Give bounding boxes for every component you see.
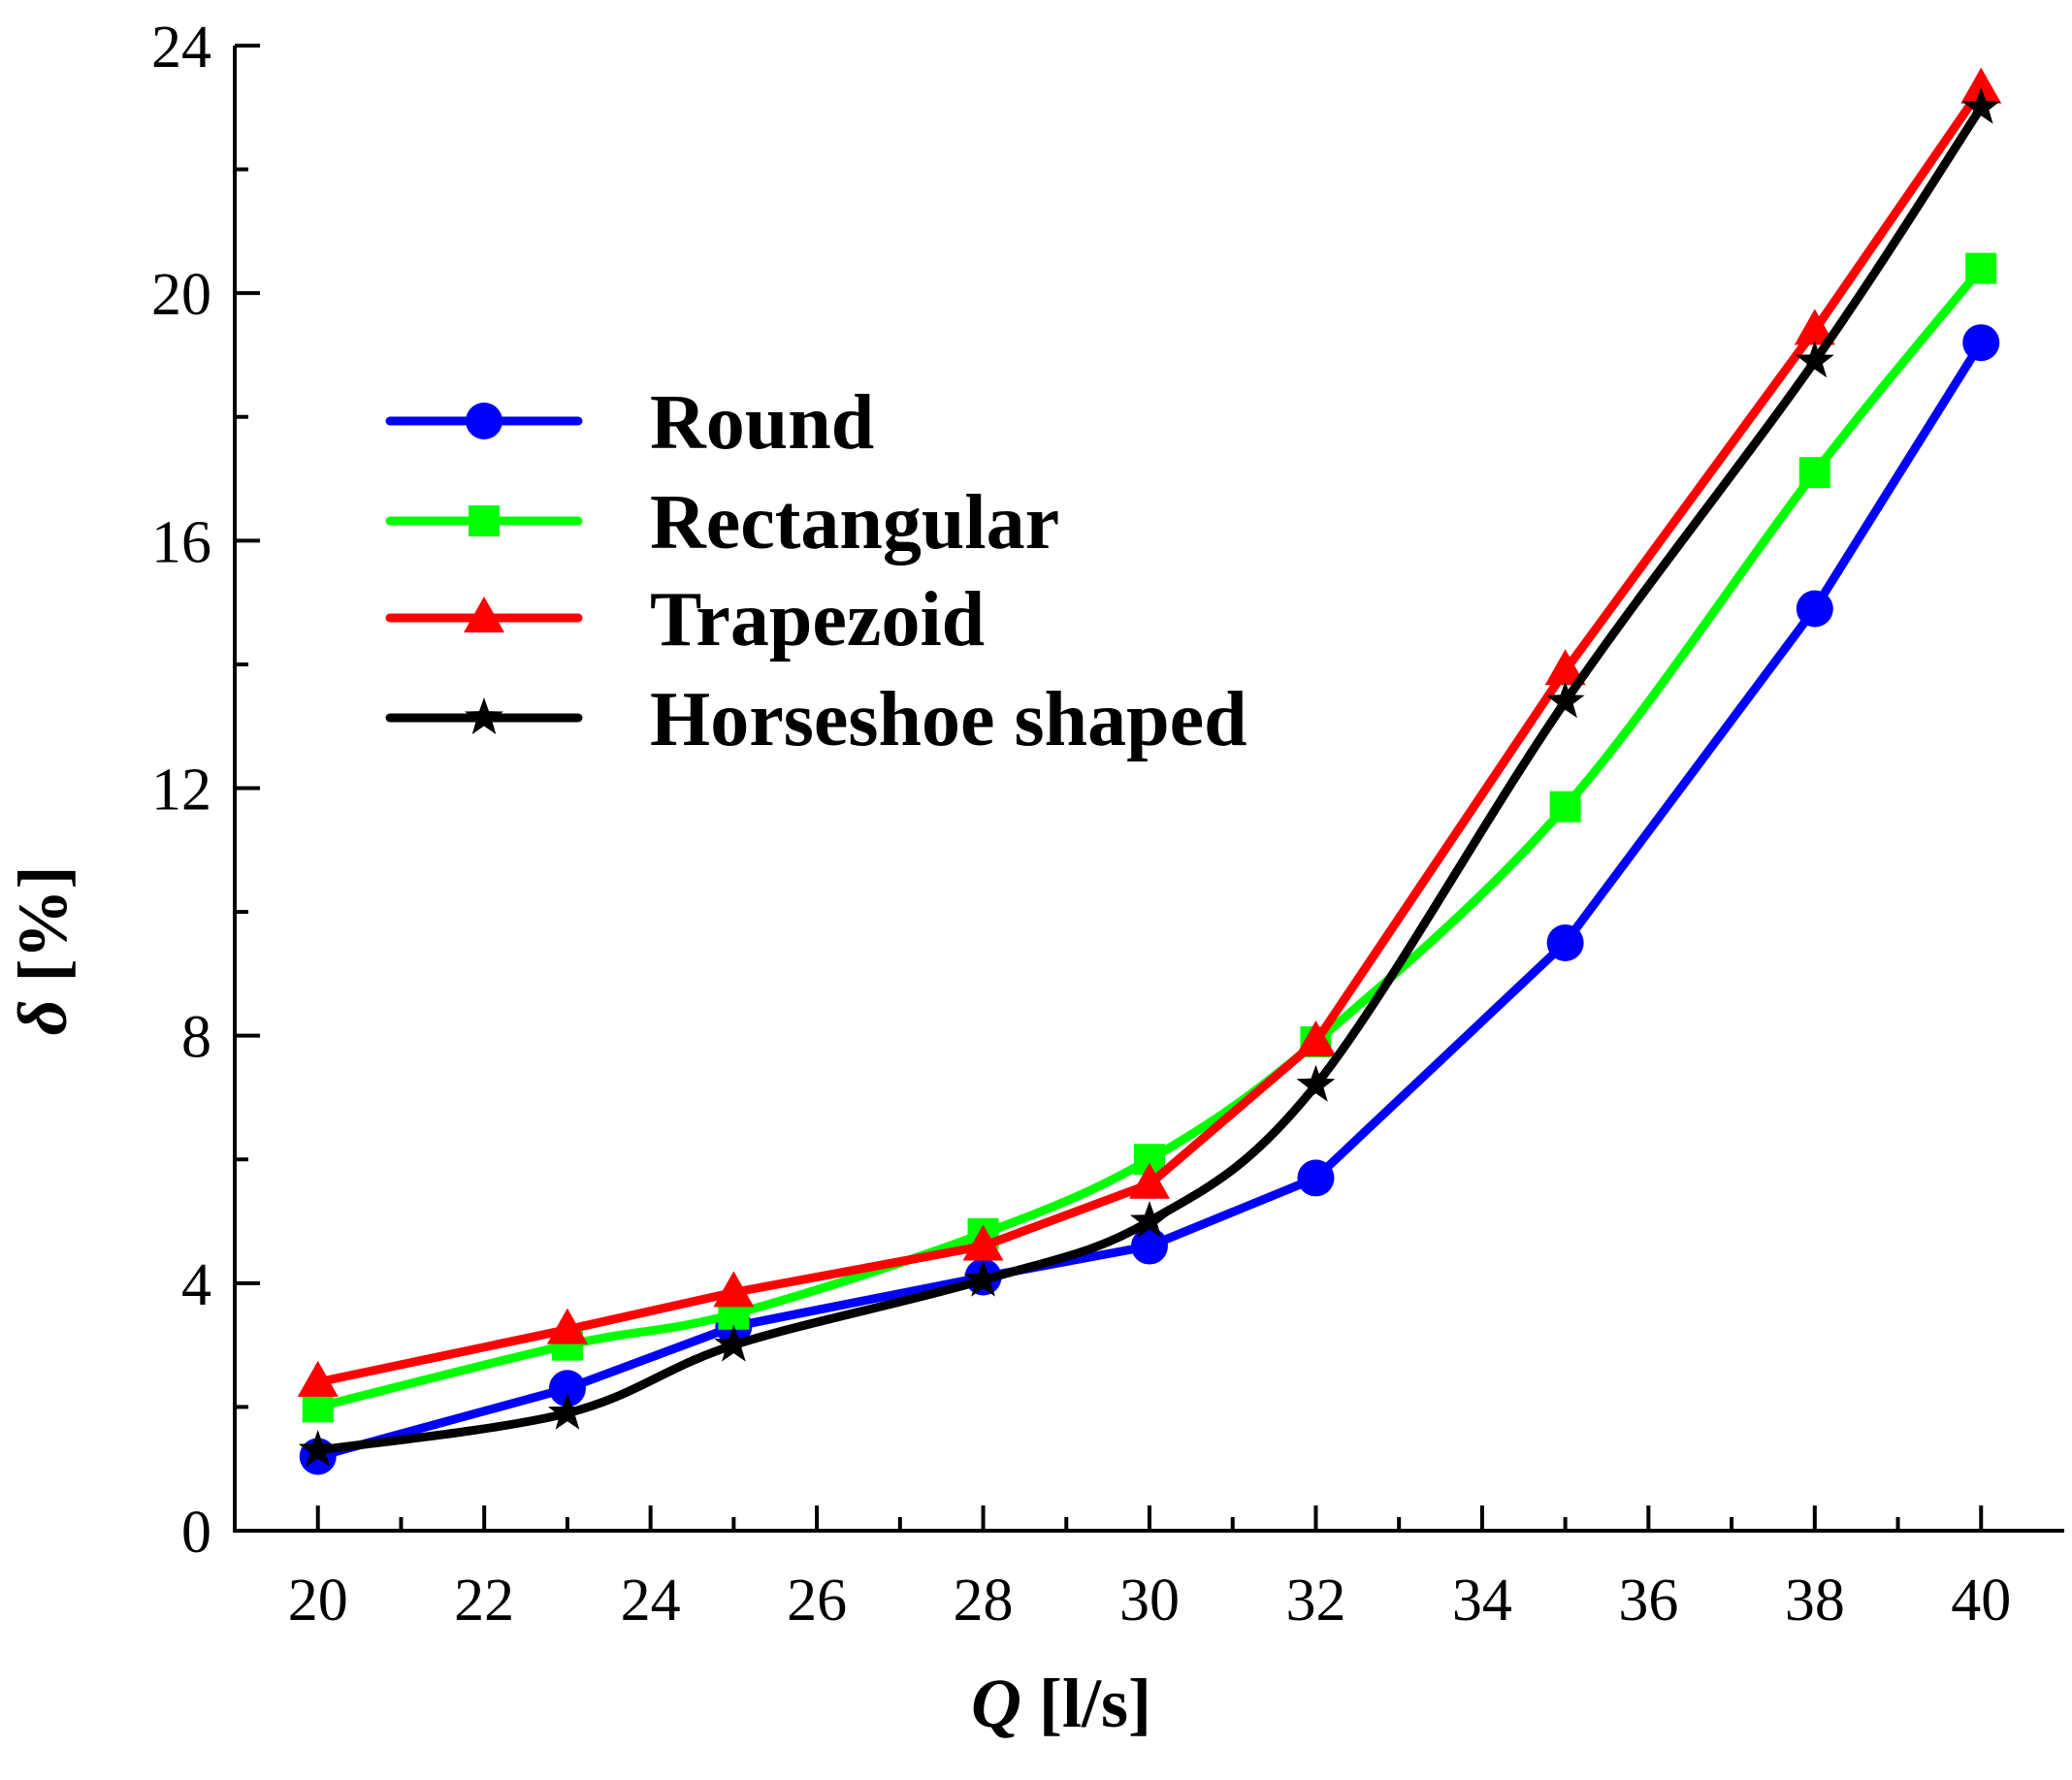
data-point-circle bbox=[1297, 1159, 1335, 1197]
data-point-star bbox=[1130, 1201, 1169, 1238]
data-point-star bbox=[1545, 681, 1585, 719]
data-point-circle bbox=[1796, 590, 1833, 628]
data-point-triangle bbox=[1794, 308, 1835, 345]
data-point-triangle bbox=[962, 1224, 1004, 1261]
data-point-square bbox=[1798, 457, 1830, 489]
legend-item-horseshoe-shaped: Horseshoe shaped bbox=[385, 677, 1247, 762]
legend-item-rectangular: Rectangular bbox=[385, 480, 1059, 566]
data-point-star bbox=[1961, 86, 2001, 124]
y-tick-label: 0 bbox=[181, 1500, 211, 1566]
data-point-square bbox=[1965, 252, 1997, 284]
series-line bbox=[313, 338, 1986, 1461]
legend-marker-triangle bbox=[464, 597, 504, 632]
data-point-triangle bbox=[1129, 1162, 1170, 1199]
x-tick-label: 38 bbox=[1785, 1568, 1845, 1634]
x-tick-label: 24 bbox=[621, 1568, 681, 1634]
data-point-star bbox=[963, 1259, 1003, 1297]
legend-label: Trapezoid bbox=[650, 577, 985, 663]
legend-item-trapezoid: Trapezoid bbox=[385, 577, 985, 663]
data-point-triangle bbox=[1960, 67, 2002, 104]
legend-marker-star bbox=[465, 697, 503, 734]
legend-label: Horseshoe shaped bbox=[650, 677, 1247, 762]
x-tick-label: 36 bbox=[1618, 1568, 1678, 1634]
series-trapezoid bbox=[297, 67, 2002, 1397]
y-tick-label: 16 bbox=[151, 509, 211, 575]
x-axis-title: Q [l/s] bbox=[971, 1665, 1151, 1742]
data-point-circle bbox=[1962, 324, 2000, 362]
legend-label: Round bbox=[650, 380, 874, 466]
x-tick-label: 26 bbox=[787, 1568, 847, 1634]
legend: Round Rectangular Trapezoid Horseshoe shape… bbox=[385, 380, 1247, 762]
data-point-star bbox=[1795, 340, 1834, 378]
data-point-circle bbox=[1131, 1227, 1168, 1265]
data-point-triangle bbox=[1544, 649, 1586, 686]
data-point-star bbox=[298, 1430, 338, 1468]
x-tick-label: 30 bbox=[1119, 1568, 1180, 1634]
legend-marker-circle bbox=[466, 403, 502, 439]
x-tick-label: 40 bbox=[1951, 1568, 2011, 1634]
x-tick-label: 22 bbox=[454, 1568, 514, 1634]
data-point-circle bbox=[548, 1370, 586, 1408]
legend-label: Rectangular bbox=[650, 480, 1059, 566]
data-point-star bbox=[547, 1392, 587, 1430]
y-tick-label: 4 bbox=[181, 1252, 211, 1318]
y-tick-label: 12 bbox=[151, 758, 211, 824]
ticks: 20 22 24 26 28 30 32 34 36 38 40 0 4 8 12 16 20 24 bbox=[151, 15, 2011, 1634]
data-point-triangle bbox=[1295, 1020, 1337, 1057]
data-point-triangle bbox=[546, 1308, 588, 1344]
series-layer bbox=[297, 67, 2002, 1475]
series-line bbox=[313, 264, 1986, 1411]
axes bbox=[233, 46, 2064, 1533]
legend-marker-square bbox=[469, 505, 500, 536]
data-point-triangle bbox=[713, 1271, 755, 1308]
data-point-square bbox=[1549, 791, 1581, 823]
legend-item-round: Round bbox=[385, 380, 874, 466]
y-tick-label: 20 bbox=[151, 262, 211, 328]
x-tick-label: 20 bbox=[288, 1568, 348, 1634]
y-tick-label: 8 bbox=[181, 1005, 211, 1071]
series-round bbox=[299, 324, 2000, 1475]
data-point-star bbox=[1296, 1064, 1336, 1102]
data-point-circle bbox=[1546, 923, 1584, 961]
series-horseshoe-shaped bbox=[298, 86, 2001, 1468]
y-tick-label: 24 bbox=[151, 15, 211, 81]
data-point-star bbox=[714, 1324, 754, 1362]
series-line bbox=[313, 103, 1986, 1455]
data-point-triangle bbox=[297, 1360, 339, 1397]
x-tick-label: 34 bbox=[1452, 1568, 1512, 1634]
x-tick-label: 32 bbox=[1285, 1568, 1345, 1634]
y-axis-title: δ [%] bbox=[4, 866, 81, 1036]
x-tick-label: 28 bbox=[954, 1568, 1014, 1634]
